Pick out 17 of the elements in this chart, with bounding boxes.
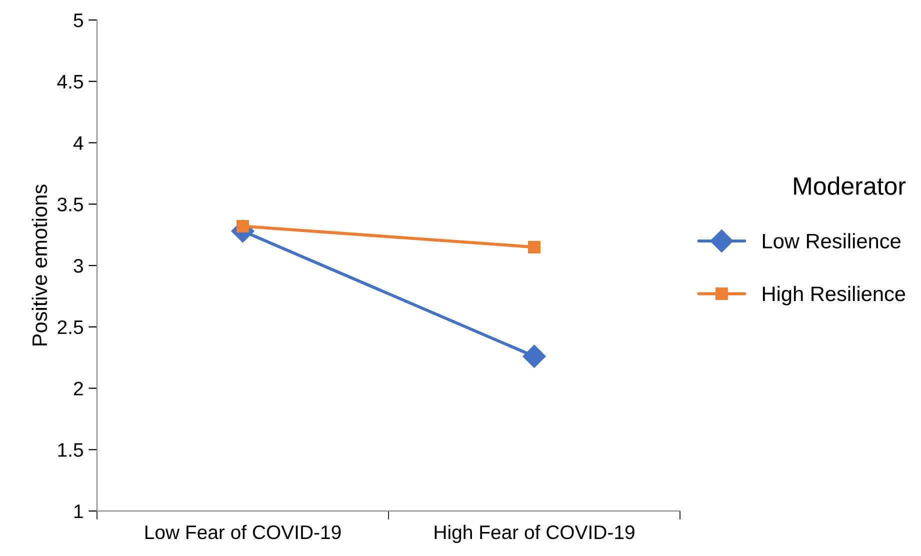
x-tick-label: Low Fear of COVID-19 [145,524,341,540]
y-tick-label: 5 [74,14,83,28]
y-tick-label: 4.5 [57,75,83,89]
y-tick-label: 2 [74,382,83,396]
point [528,240,540,254]
legend-label: High Resilience [762,286,906,306]
point [522,344,546,368]
y-tick-label: 1.5 [58,443,83,457]
x-tick-label: High Fear of COVID-19 [434,524,634,544]
y-tick-label: 3 [74,258,83,273]
y-tick-label: 1 [74,504,83,518]
y-tick-label: 4 [73,136,84,150]
legend-label: Low Resilience [762,233,900,248]
y-tick-label: 2.5 [58,320,83,334]
y-axis-title: Positive emotions [32,184,48,346]
legend-title: Moderator [794,176,906,195]
y-tick-label: 3.5 [58,198,83,212]
